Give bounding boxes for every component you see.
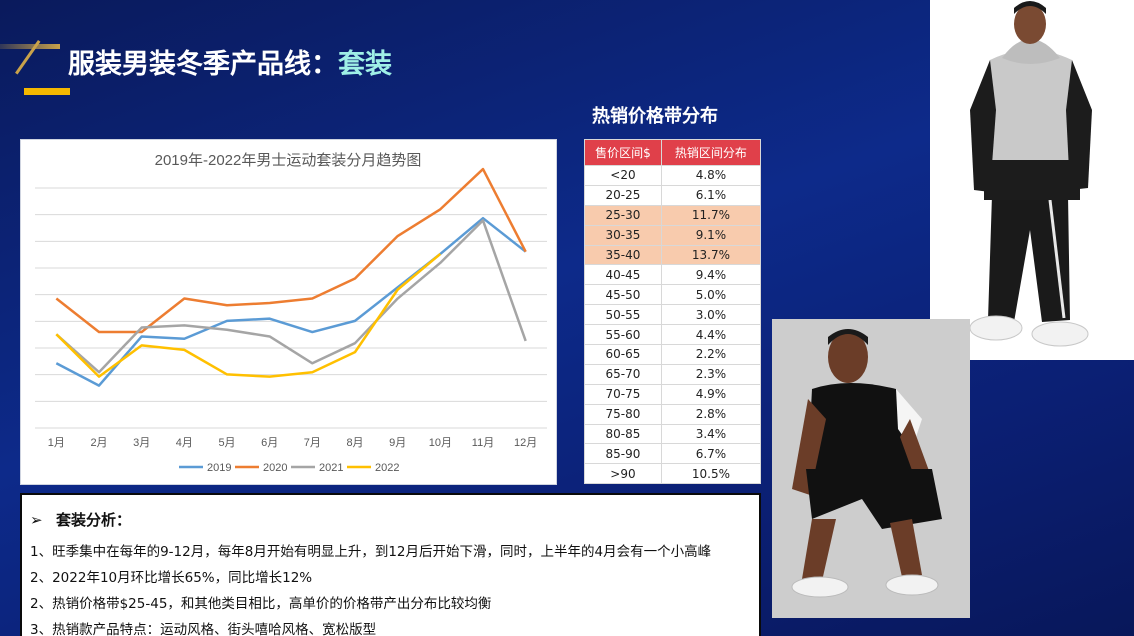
model-hoodie-photo: [930, 0, 1134, 360]
price-range-cell: 55-60: [584, 324, 662, 346]
price-table-row: <20 4.8%: [584, 165, 762, 186]
arrow-bullet-icon: ➢: [30, 511, 43, 529]
price-table-row: 70-75 4.9%: [584, 383, 762, 405]
price-range-cell: 25-30: [584, 204, 662, 226]
analysis-line: 1、旺季集中在每年的9-12月，每年8月开始有明显上升，到12月后开始下滑，同时…: [30, 544, 712, 560]
price-share-cell: 3.4%: [660, 423, 762, 445]
analysis-heading: ➢ 套装分析：: [30, 509, 759, 530]
price-range-cell: 20-25: [584, 184, 662, 206]
price-table-row: 50-55 3.0%: [584, 304, 762, 326]
price-table-row: 40-45 9.4%: [584, 264, 762, 286]
price-table-row: 25-30 11.7%: [584, 204, 762, 226]
chart-series-line-2020: [55, 167, 527, 334]
chart-x-tick-label: 6月: [261, 437, 278, 449]
price-share-cell: 2.2%: [660, 344, 762, 365]
price-range-cell: 50-55: [584, 304, 662, 326]
trend-chart: 2019年-2022年男士运动套装分月趋势图 1月 2月 3月 4月 5月 6月 7月 8月 9月…: [20, 139, 557, 485]
trend-chart-svg: 2019年-2022年男士运动套装分月趋势图 1月 2月 3月 4月 5月 6月 7月 8月 9月…: [35, 152, 547, 474]
chart-title: 2019年-2022年男士运动套装分月趋势图: [155, 152, 422, 169]
price-range-cell: 45-50: [584, 284, 662, 306]
price-share-cell: 9.1%: [660, 224, 762, 246]
chart-x-tick-label: 9月: [389, 437, 406, 449]
price-range-cell: 85-90: [584, 443, 662, 465]
chart-x-tick-label: 1月: [48, 437, 65, 449]
price-range-cell: 75-80: [584, 403, 662, 425]
chart-x-tick-label: 12月: [514, 437, 537, 449]
price-table-row: 80-85 3.4%: [584, 423, 762, 445]
chart-x-tick-label: 10月: [429, 437, 452, 449]
model-tshirt-image: [772, 319, 970, 618]
chart-x-tick-label: 8月: [346, 437, 363, 449]
price-table-row: 75-80 2.8%: [584, 403, 762, 425]
price-share-cell: 5.0%: [660, 284, 762, 306]
page-title: 服装男装冬季产品线：套装: [68, 42, 392, 81]
analysis-line: 2、2022年10月环比增长65%，同比增长12%: [30, 570, 313, 586]
chart-series-line-2021: [55, 219, 527, 374]
chart-series-line-2019: [55, 216, 527, 387]
price-range-cell: 30-35: [584, 224, 662, 246]
chart-x-tick-label: 2月: [90, 437, 107, 449]
price-table-title: 热销价格带分布: [592, 106, 718, 127]
analysis-heading-text: 套装分析：: [56, 511, 132, 529]
price-band-table: 售价区间$ 热销区间分布 <20 4.8% 20-25 6.1% 25-30 11.7% 3…: [584, 139, 762, 485]
price-table-row: 65-70 2.3%: [584, 363, 762, 385]
price-share-cell: 9.4%: [660, 264, 762, 286]
price-range-cell: 70-75: [584, 383, 662, 405]
price-table-header-range: 售价区间$: [584, 139, 662, 166]
price-table-row: 85-90 6.7%: [584, 443, 762, 465]
price-range-cell: 35-40: [584, 244, 662, 266]
price-range-cell: 40-45: [584, 264, 662, 286]
price-range-cell: 80-85: [584, 423, 662, 445]
price-table-row: 30-35 9.1%: [584, 224, 762, 246]
price-range-cell: <20: [584, 165, 662, 186]
price-table-header-share: 热销区间分布: [660, 139, 762, 166]
price-share-cell: 2.3%: [660, 363, 762, 385]
chart-series-line-2022: [55, 252, 442, 378]
price-table-row: 45-50 5.0%: [584, 284, 762, 306]
price-share-cell: 2.8%: [660, 403, 762, 425]
model-tshirt-photo: [772, 319, 970, 618]
chart-x-tick-label: 11月: [472, 437, 494, 449]
price-range-cell: >90: [584, 463, 662, 485]
chart-legend-label: 2019: [207, 462, 231, 474]
price-table-header-row: 售价区间$ 热销区间分布: [584, 139, 762, 166]
chart-x-tick-label: 5月: [218, 437, 235, 449]
price-share-cell: 6.1%: [660, 184, 762, 206]
price-share-cell: 4.9%: [660, 383, 762, 405]
chart-x-tick-label: 3月: [133, 437, 150, 449]
price-share-cell: 13.7%: [660, 244, 762, 266]
title-accent-line: [0, 44, 60, 49]
chart-legend-label: 2022: [375, 462, 399, 474]
price-range-cell: 65-70: [584, 363, 662, 385]
price-range-cell: 60-65: [584, 344, 662, 365]
chart-x-tick-label: 4月: [176, 437, 193, 449]
title-accent-bar: [24, 88, 70, 95]
price-share-cell: 10.5%: [660, 463, 762, 485]
price-table-row: >90 10.5%: [584, 463, 762, 485]
analysis-line: 2、热销价格带$25-45，和其他类目相比，高单价的价格带产出分布比较均衡: [30, 596, 492, 612]
chart-x-tick-label: 7月: [304, 437, 321, 449]
price-share-cell: 4.8%: [660, 165, 762, 186]
chart-legend-label: 2021: [319, 462, 343, 474]
price-table-row: 35-40 13.7%: [584, 244, 762, 266]
price-share-cell: 6.7%: [660, 443, 762, 465]
chart-legend-label: 2020: [263, 462, 287, 474]
price-share-cell: 4.4%: [660, 324, 762, 346]
price-table-row: 20-25 6.1%: [584, 184, 762, 206]
model-hoodie-image: [930, 0, 1134, 360]
price-share-cell: 3.0%: [660, 304, 762, 326]
page-title-highlight: 套装: [338, 49, 392, 80]
price-share-cell: 11.7%: [660, 204, 762, 226]
analysis-line: 3、热销款产品特点：运动风格、街头嘻哈风格、宽松版型: [30, 622, 377, 636]
price-table-row: 60-65 2.2%: [584, 344, 762, 365]
price-table-row: 55-60 4.4%: [584, 324, 762, 346]
page-title-main: 服装男装冬季产品线：: [68, 49, 338, 80]
analysis-panel: ➢ 套装分析： 1、旺季集中在每年的9-12月，每年8月开始有明显上升，到12月后…: [20, 493, 761, 636]
